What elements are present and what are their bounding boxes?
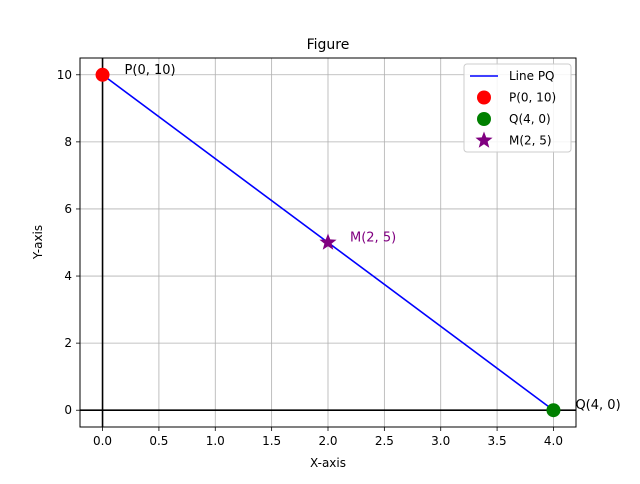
- y-tick-label-5: 10: [57, 68, 72, 82]
- legend-label-1: P(0, 10): [509, 91, 556, 105]
- x-tick-label-3: 1.5: [262, 434, 281, 448]
- point-1-0: [95, 67, 110, 82]
- x-tick-label-5: 2.5: [375, 434, 394, 448]
- x-tick-label-0: 0.0: [93, 434, 112, 448]
- legend-swatch-3: [475, 131, 493, 148]
- legend-label-3: M(2, 5): [509, 134, 552, 148]
- plot-area: 0.0 0.5 1.0 1.5 2.0 2.5 3.0 3.5 4.0 0 2 4 6 8 10 P(0, 1…: [57, 57, 621, 448]
- legend-box: [463, 63, 572, 153]
- annotation-0: P(0, 10): [125, 63, 176, 78]
- x-tick-label-7: 3.5: [488, 434, 507, 448]
- y-axis-label: Y-axis: [31, 225, 45, 260]
- chart-title: Figure: [307, 37, 350, 53]
- point-2-0: [546, 403, 561, 418]
- point-3-0: [319, 233, 337, 250]
- y-tick-label-3: 6: [64, 202, 72, 216]
- legend-label-2: Q(4, 0): [509, 112, 551, 126]
- y-tick-label-2: 4: [64, 269, 72, 283]
- x-tick-label-4: 2.0: [318, 434, 337, 448]
- y-tick-label-0: 0: [64, 403, 72, 417]
- legend-swatch-2: [477, 112, 491, 126]
- annotation-1: M(2, 5): [350, 231, 396, 246]
- x-axis-label: X-axis: [310, 456, 346, 470]
- x-tick-label-8: 4.0: [544, 434, 563, 448]
- y-tick-label-4: 8: [64, 135, 72, 149]
- legend-label-0: Line PQ: [509, 69, 555, 83]
- x-tick-label-2: 1.0: [206, 434, 225, 448]
- x-tick-label-6: 3.0: [431, 434, 450, 448]
- legend-swatch-1: [477, 90, 491, 105]
- x-tick-label-1: 0.5: [149, 434, 168, 448]
- y-tick-label-1: 2: [64, 336, 72, 350]
- annotation-2: Q(4, 0): [575, 398, 620, 413]
